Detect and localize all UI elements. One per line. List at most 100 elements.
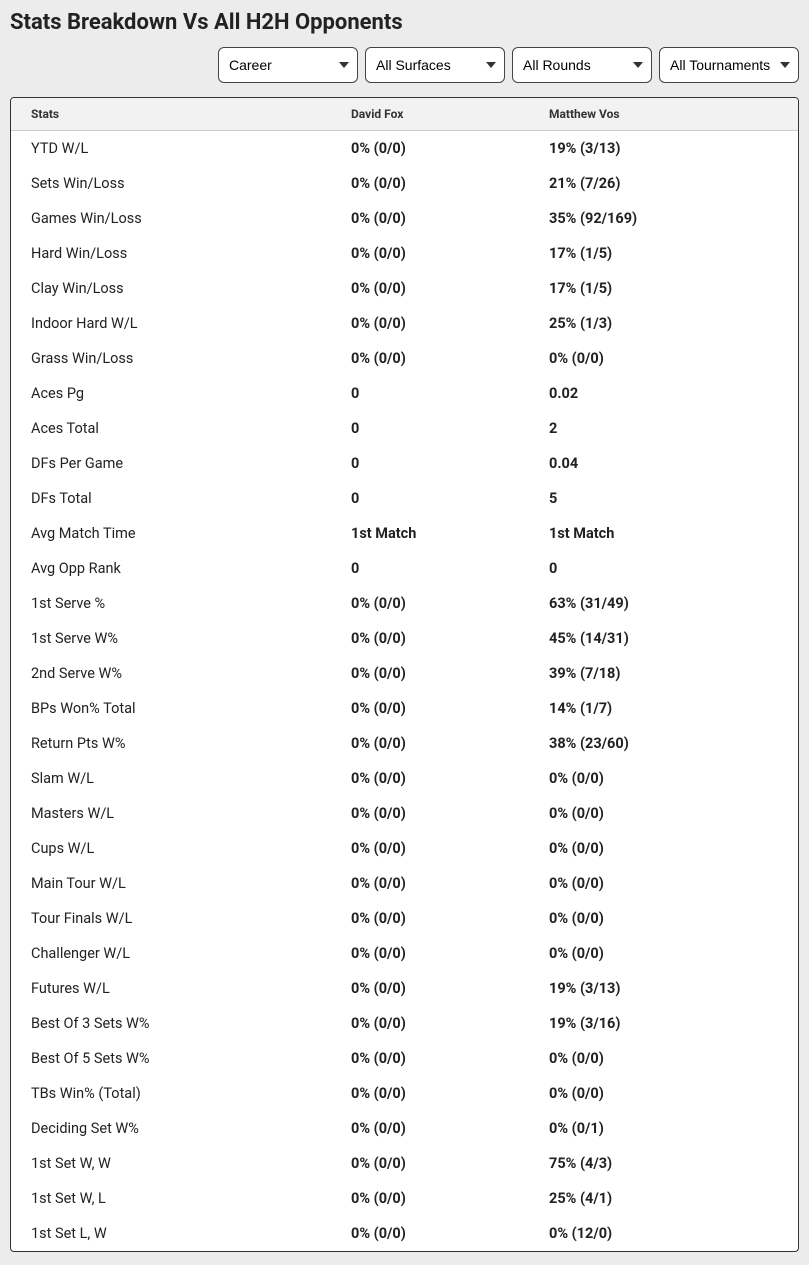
stat-label: Sets Win/Loss <box>11 166 331 201</box>
player1-value: 0% (0/0) <box>331 1181 529 1216</box>
player1-value: 0 <box>331 551 529 586</box>
player2-value: 35% (92/169) <box>529 201 798 236</box>
player2-value: 25% (4/1) <box>529 1181 798 1216</box>
player2-value: 5 <box>529 481 798 516</box>
stat-label: Games Win/Loss <box>11 201 331 236</box>
table-row: Clay Win/Loss0% (0/0)17% (1/5) <box>11 271 798 306</box>
tournaments-select[interactable]: All Tournaments <box>659 47 799 83</box>
table-row: 1st Set W, W0% (0/0)75% (4/3) <box>11 1146 798 1181</box>
col-player2-header: Matthew Vos <box>529 98 798 131</box>
player1-value: 0% (0/0) <box>331 271 529 306</box>
player2-value: 0% (0/0) <box>529 1041 798 1076</box>
player2-value: 0% (0/0) <box>529 341 798 376</box>
table-row: DFs Per Game00.04 <box>11 446 798 481</box>
filter-bar: Career All Surfaces All Rounds All Tourn… <box>10 47 799 83</box>
stat-label: BPs Won% Total <box>11 691 331 726</box>
stat-label: Avg Match Time <box>11 516 331 551</box>
player2-value: 0% (0/0) <box>529 1076 798 1111</box>
player2-value: 0.04 <box>529 446 798 481</box>
stat-label: Challenger W/L <box>11 936 331 971</box>
player1-value: 0% (0/0) <box>331 761 529 796</box>
stat-label: Grass Win/Loss <box>11 341 331 376</box>
table-row: Indoor Hard W/L0% (0/0)25% (1/3) <box>11 306 798 341</box>
player2-value: 19% (3/13) <box>529 131 798 167</box>
stat-label: Masters W/L <box>11 796 331 831</box>
table-header-row: Stats David Fox Matthew Vos <box>11 98 798 131</box>
stat-label: TBs Win% (Total) <box>11 1076 331 1111</box>
stat-label: Slam W/L <box>11 761 331 796</box>
player1-value: 0 <box>331 481 529 516</box>
stat-label: Best Of 3 Sets W% <box>11 1006 331 1041</box>
stats-table-container: Stats David Fox Matthew Vos YTD W/L0% (0… <box>10 97 799 1252</box>
player2-value: 38% (23/60) <box>529 726 798 761</box>
table-row: Main Tour W/L0% (0/0)0% (0/0) <box>11 866 798 901</box>
stat-label: 1st Serve W% <box>11 621 331 656</box>
stat-label: Futures W/L <box>11 971 331 1006</box>
player1-value: 0% (0/0) <box>331 621 529 656</box>
table-row: Avg Match Time1st Match1st Match <box>11 516 798 551</box>
player2-value: 25% (1/3) <box>529 306 798 341</box>
table-row: Avg Opp Rank00 <box>11 551 798 586</box>
player1-value: 0% (0/0) <box>331 1006 529 1041</box>
player2-value: 45% (14/31) <box>529 621 798 656</box>
stat-label: Clay Win/Loss <box>11 271 331 306</box>
rounds-select[interactable]: All Rounds <box>512 47 652 83</box>
table-row: Aces Pg00.02 <box>11 376 798 411</box>
table-row: Slam W/L0% (0/0)0% (0/0) <box>11 761 798 796</box>
player2-value: 2 <box>529 411 798 446</box>
player1-value: 0% (0/0) <box>331 796 529 831</box>
player1-value: 0% (0/0) <box>331 901 529 936</box>
player1-value: 0% (0/0) <box>331 201 529 236</box>
player2-value: 63% (31/49) <box>529 586 798 621</box>
table-row: BPs Won% Total0% (0/0)14% (1/7) <box>11 691 798 726</box>
surfaces-select[interactable]: All Surfaces <box>365 47 505 83</box>
player2-value: 14% (1/7) <box>529 691 798 726</box>
table-row: Return Pts W%0% (0/0)38% (23/60) <box>11 726 798 761</box>
table-row: 1st Serve %0% (0/0)63% (31/49) <box>11 586 798 621</box>
player1-value: 0% (0/0) <box>331 131 529 167</box>
table-row: Cups W/L0% (0/0)0% (0/0) <box>11 831 798 866</box>
table-row: 2nd Serve W%0% (0/0)39% (7/18) <box>11 656 798 691</box>
player2-value: 39% (7/18) <box>529 656 798 691</box>
col-stats-header: Stats <box>11 98 331 131</box>
player2-value: 0% (0/0) <box>529 831 798 866</box>
col-player1-header: David Fox <box>331 98 529 131</box>
player1-value: 0% (0/0) <box>331 306 529 341</box>
stat-label: 1st Serve % <box>11 586 331 621</box>
player1-value: 0% (0/0) <box>331 1041 529 1076</box>
stat-label: Main Tour W/L <box>11 866 331 901</box>
stat-label: Aces Total <box>11 411 331 446</box>
stat-label: Avg Opp Rank <box>11 551 331 586</box>
stats-table: Stats David Fox Matthew Vos YTD W/L0% (0… <box>11 98 798 1251</box>
table-row: Tour Finals W/L0% (0/0)0% (0/0) <box>11 901 798 936</box>
stat-label: Best Of 5 Sets W% <box>11 1041 331 1076</box>
player2-value: 1st Match <box>529 516 798 551</box>
stat-label: DFs Total <box>11 481 331 516</box>
player1-value: 1st Match <box>331 516 529 551</box>
player2-value: 19% (3/13) <box>529 971 798 1006</box>
player2-value: 0% (0/0) <box>529 901 798 936</box>
player2-value: 0% (0/0) <box>529 866 798 901</box>
player1-value: 0% (0/0) <box>331 1111 529 1146</box>
table-row: Hard Win/Loss0% (0/0)17% (1/5) <box>11 236 798 271</box>
table-row: 1st Set W, L0% (0/0)25% (4/1) <box>11 1181 798 1216</box>
table-row: Games Win/Loss0% (0/0)35% (92/169) <box>11 201 798 236</box>
stat-label: DFs Per Game <box>11 446 331 481</box>
player2-value: 0% (0/0) <box>529 796 798 831</box>
player2-value: 0% (0/0) <box>529 761 798 796</box>
table-row: Masters W/L0% (0/0)0% (0/0) <box>11 796 798 831</box>
stat-label: Return Pts W% <box>11 726 331 761</box>
player2-value: 75% (4/3) <box>529 1146 798 1181</box>
stat-label: Indoor Hard W/L <box>11 306 331 341</box>
table-row: YTD W/L0% (0/0)19% (3/13) <box>11 131 798 167</box>
table-row: Best Of 5 Sets W%0% (0/0)0% (0/0) <box>11 1041 798 1076</box>
player1-value: 0% (0/0) <box>331 656 529 691</box>
player2-value: 19% (3/16) <box>529 1006 798 1041</box>
player2-value: 0 <box>529 551 798 586</box>
player2-value: 17% (1/5) <box>529 271 798 306</box>
table-row: 1st Serve W%0% (0/0)45% (14/31) <box>11 621 798 656</box>
table-row: Grass Win/Loss0% (0/0)0% (0/0) <box>11 341 798 376</box>
player2-value: 21% (7/26) <box>529 166 798 201</box>
player1-value: 0% (0/0) <box>331 971 529 1006</box>
career-select[interactable]: Career <box>218 47 358 83</box>
